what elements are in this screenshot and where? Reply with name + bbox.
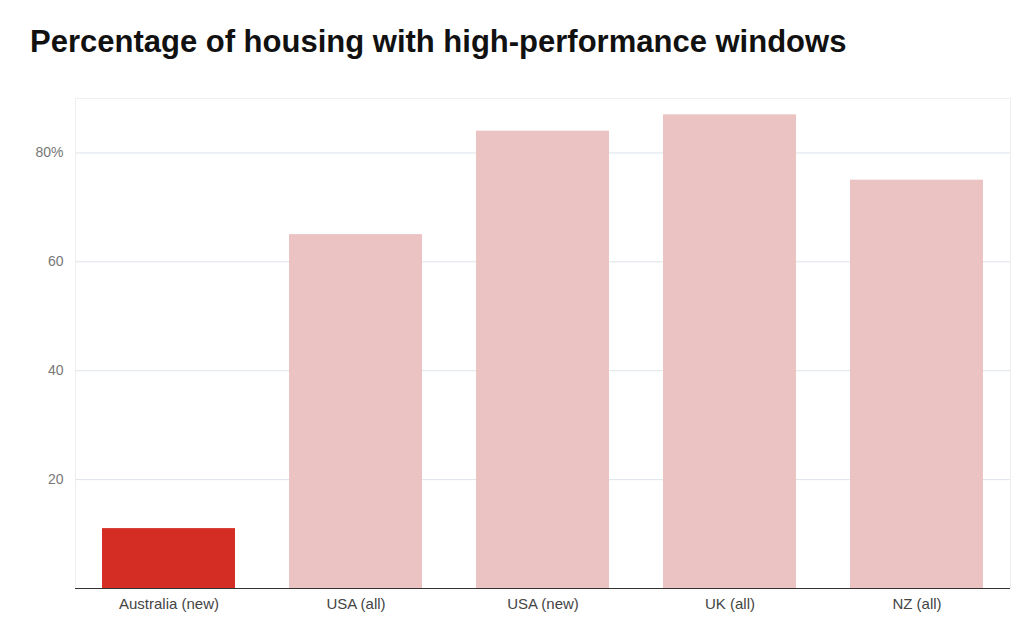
svg-text:USA (new): USA (new): [507, 595, 579, 612]
svg-text:40: 40: [48, 362, 64, 378]
svg-text:UK (all): UK (all): [705, 595, 755, 612]
svg-text:60: 60: [48, 253, 64, 269]
html-text:Percentage of housing with hig: Percentage of housing with high-performa…: [30, 24, 847, 59]
svg-text:20: 20: [48, 471, 64, 487]
svg-text:NZ (all): NZ (all): [892, 595, 941, 612]
svg-text:USA (all): USA (all): [326, 595, 385, 612]
svg-text:80%: 80%: [35, 144, 63, 160]
svg-text:Australia (new): Australia (new): [119, 595, 219, 612]
